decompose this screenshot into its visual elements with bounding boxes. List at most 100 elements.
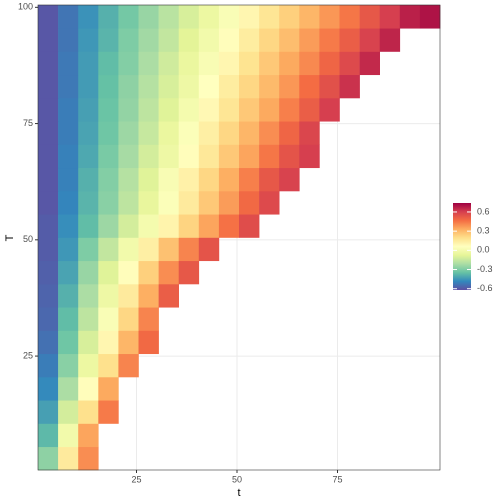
- tile: [419, 5, 441, 29]
- tile: [299, 74, 320, 99]
- tile: [138, 144, 159, 169]
- tile: [98, 5, 119, 29]
- tile: [118, 51, 139, 76]
- tile: [38, 144, 59, 169]
- tile: [38, 167, 59, 192]
- tile: [279, 51, 300, 76]
- tile: [198, 237, 220, 262]
- tile: [158, 144, 179, 169]
- tile: [78, 98, 99, 122]
- tile: [379, 28, 401, 52]
- colorbar-label: -0.6: [477, 283, 493, 293]
- tile: [78, 353, 99, 378]
- tile: [279, 28, 300, 52]
- tile: [138, 5, 159, 29]
- tile: [58, 377, 79, 401]
- tile: [38, 214, 59, 238]
- tile: [138, 191, 159, 215]
- tile: [118, 5, 139, 29]
- tile: [38, 307, 59, 331]
- tile: [38, 284, 59, 308]
- tile: [138, 121, 159, 145]
- tile: [259, 191, 280, 215]
- tile: [178, 260, 200, 285]
- tile: [259, 5, 280, 29]
- tile: [78, 377, 99, 401]
- tile: [299, 121, 320, 145]
- tile: [279, 144, 300, 169]
- tile: [218, 214, 240, 238]
- tile: [38, 377, 59, 401]
- colorbar-label: 0.6: [477, 206, 490, 216]
- tile: [178, 144, 200, 169]
- tile: [198, 51, 220, 76]
- tile: [38, 400, 59, 424]
- tile: [98, 121, 119, 145]
- tile: [158, 237, 179, 262]
- tile: [98, 51, 119, 76]
- tile: [58, 214, 79, 238]
- tile: [58, 144, 79, 169]
- tile: [178, 237, 200, 262]
- tile: [138, 284, 159, 308]
- tile: [339, 74, 360, 99]
- tile: [178, 167, 200, 192]
- tile: [399, 5, 421, 29]
- tile: [38, 74, 59, 99]
- tile: [118, 260, 139, 285]
- tile: [118, 98, 139, 122]
- tile: [78, 28, 99, 52]
- tile: [78, 237, 99, 262]
- tile: [158, 284, 179, 308]
- tile: [138, 74, 159, 99]
- tile: [78, 121, 99, 145]
- tile: [239, 121, 260, 145]
- tile: [279, 167, 300, 192]
- tile: [98, 144, 119, 169]
- x-tick-label: 50: [232, 474, 242, 484]
- tile: [78, 446, 99, 471]
- tile: [239, 74, 260, 99]
- colorbar: [453, 203, 471, 290]
- tile: [98, 377, 119, 401]
- tile: [138, 307, 159, 331]
- tile: [279, 74, 300, 99]
- tile: [58, 423, 79, 448]
- y-axis-title: T: [4, 234, 16, 241]
- tile: [38, 98, 59, 122]
- tile: [58, 28, 79, 52]
- tile: [259, 28, 280, 52]
- tile: [299, 28, 320, 52]
- tile: [78, 284, 99, 308]
- x-tick-label: 25: [131, 474, 141, 484]
- y-tick-label: 100: [18, 2, 33, 12]
- tile: [339, 5, 360, 29]
- tile: [319, 5, 340, 29]
- tile: [178, 121, 200, 145]
- tile: [58, 353, 79, 378]
- tile: [239, 5, 260, 29]
- tile: [259, 98, 280, 122]
- tile: [198, 5, 220, 29]
- tile: [38, 237, 59, 262]
- tile: [158, 98, 179, 122]
- tile: [58, 51, 79, 76]
- tile: [78, 144, 99, 169]
- tile: [339, 51, 360, 76]
- tile: [58, 74, 79, 99]
- tile: [138, 260, 159, 285]
- tile: [38, 191, 59, 215]
- tile: [138, 98, 159, 122]
- tile: [158, 191, 179, 215]
- tile: [98, 353, 119, 378]
- tile: [58, 5, 79, 29]
- tile: [118, 28, 139, 52]
- tile: [118, 167, 139, 192]
- tile: [319, 28, 340, 52]
- tile: [138, 330, 159, 355]
- tile: [259, 74, 280, 99]
- tile: [218, 121, 240, 145]
- tile: [118, 353, 139, 378]
- tile: [218, 191, 240, 215]
- tile: [359, 28, 380, 52]
